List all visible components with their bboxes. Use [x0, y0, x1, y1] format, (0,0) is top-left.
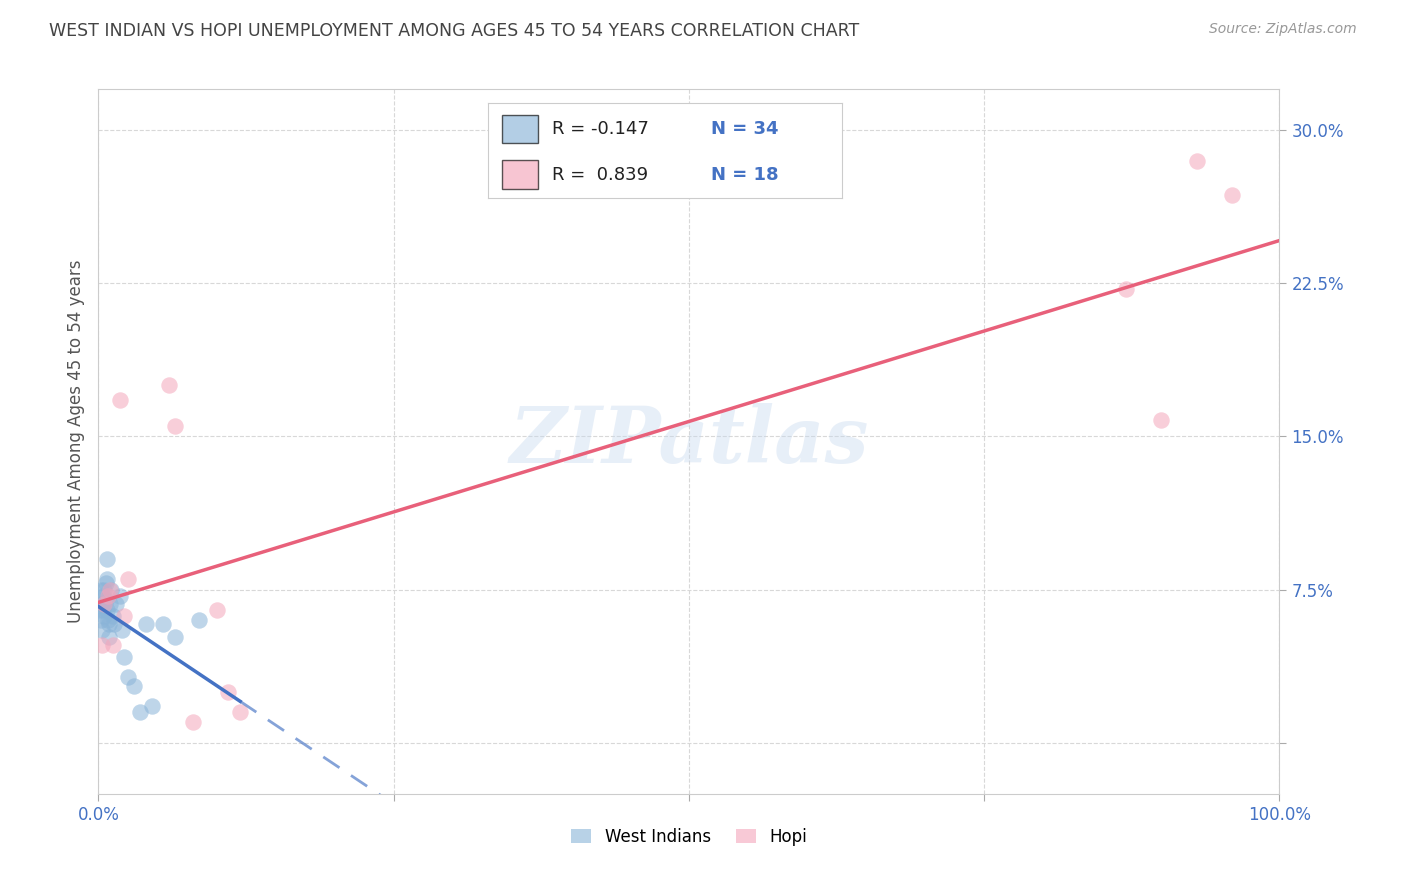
Point — [93, 597, 115, 611]
Point — [94, 592, 117, 607]
Point — [97, 613, 120, 627]
Point — [1220, 188, 1243, 202]
Point — [96, 603, 118, 617]
Point — [152, 617, 174, 632]
Point — [157, 378, 180, 392]
Point — [165, 630, 187, 644]
Point — [98, 617, 121, 632]
Point — [117, 670, 139, 684]
Point — [98, 630, 121, 644]
Point — [112, 650, 135, 665]
Text: ZIPatlas: ZIPatlas — [509, 403, 869, 480]
Point — [90, 582, 112, 597]
Point — [111, 624, 134, 638]
Point — [217, 685, 239, 699]
Point — [108, 589, 131, 603]
Point — [165, 419, 187, 434]
Point — [94, 576, 117, 591]
Point — [101, 609, 124, 624]
Point — [112, 609, 135, 624]
Point — [91, 638, 114, 652]
Point — [205, 603, 228, 617]
Point — [97, 589, 120, 603]
Point — [101, 638, 124, 652]
Point — [122, 679, 145, 693]
Text: Source: ZipAtlas.com: Source: ZipAtlas.com — [1209, 22, 1357, 37]
Point — [93, 597, 115, 611]
Point — [96, 573, 118, 587]
Point — [1115, 282, 1137, 296]
Point — [135, 617, 157, 632]
Point — [1185, 153, 1208, 168]
Point — [229, 705, 252, 719]
Point — [103, 617, 125, 632]
Point — [91, 597, 114, 611]
Point — [96, 552, 118, 566]
Point — [108, 392, 131, 407]
Point — [90, 613, 112, 627]
Point — [100, 582, 122, 597]
Point — [93, 582, 115, 597]
Point — [91, 603, 114, 617]
Legend: West Indians, Hopi: West Indians, Hopi — [564, 822, 814, 853]
Point — [141, 699, 163, 714]
Point — [181, 715, 204, 730]
Point — [91, 624, 114, 638]
Y-axis label: Unemployment Among Ages 45 to 54 years: Unemployment Among Ages 45 to 54 years — [66, 260, 84, 624]
Point — [105, 597, 128, 611]
Point — [117, 573, 139, 587]
Point — [93, 609, 115, 624]
Text: WEST INDIAN VS HOPI UNEMPLOYMENT AMONG AGES 45 TO 54 YEARS CORRELATION CHART: WEST INDIAN VS HOPI UNEMPLOYMENT AMONG A… — [49, 22, 859, 40]
Point — [128, 705, 150, 719]
Point — [1150, 413, 1173, 427]
Point — [91, 589, 114, 603]
Point — [98, 582, 121, 597]
Point — [89, 603, 111, 617]
Point — [98, 597, 121, 611]
Point — [187, 613, 209, 627]
